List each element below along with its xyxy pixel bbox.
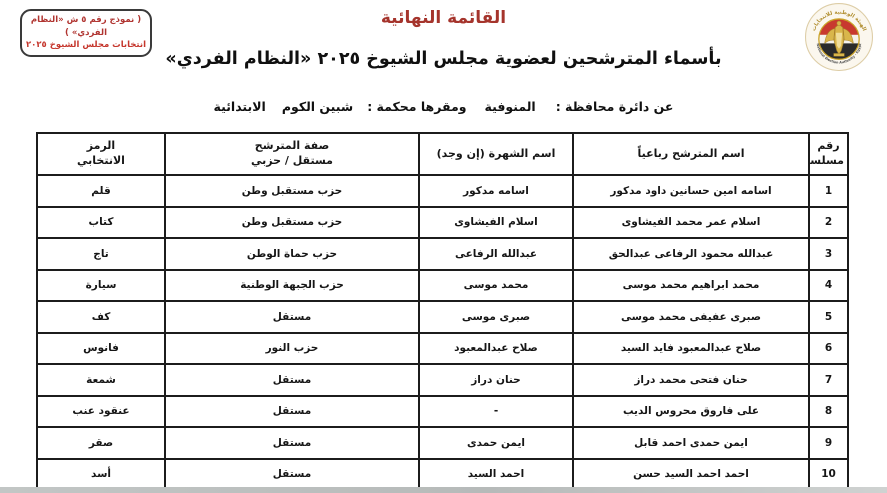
candidate-row: 7 حنان فتحى محمد دراز حنان دراز مستقل شم…	[36, 363, 849, 397]
cell-candidate-name: ايمن حمدى احمد قابل	[572, 426, 810, 460]
form-number-line: ( نموذج رقم ٥ ش «النظام الفردي» )	[30, 15, 142, 38]
cell-capacity: حزب حماة الوطن	[164, 237, 420, 271]
cell-candidate-name: اسامه امين حسانين داود مدكور	[572, 174, 810, 208]
court-type: الابتدائية	[213, 99, 266, 114]
cell-candidate-name: حنان فتحى محمد دراز	[572, 363, 810, 397]
district-line: عن دائرة محافظة : المنوفية ومقرها محكمة …	[0, 99, 887, 114]
cell-serial: 8	[808, 394, 849, 428]
cell-electoral-symbol: أسد	[36, 457, 166, 491]
candidate-row: 4 محمد ابراهيم محمد موسى محمد موسى حزب ا…	[36, 268, 849, 302]
cell-electoral-symbol: سيارة	[36, 268, 166, 302]
header-capacity: صفة المترشح مستقل / حزبي	[164, 132, 420, 176]
candidate-row: 9 ايمن حمدى احمد قابل ايمن حمدى مستقل صق…	[36, 426, 849, 460]
cell-serial: 5	[808, 300, 849, 334]
cell-alias: احمد السيد	[418, 457, 574, 491]
cell-electoral-symbol: فانوس	[36, 331, 166, 365]
cell-capacity: مستقل	[164, 300, 420, 334]
table-header-row: رقم مسلسل اسم المترشح رباعياً اسم الشهرة…	[36, 132, 849, 176]
court-label: ومقرها محكمة :	[367, 99, 467, 114]
candidate-row: 1 اسامه امين حسانين داود مدكور اسامه مدك…	[36, 174, 849, 208]
cell-alias: حنان دراز	[418, 363, 574, 397]
document-heading: بأسماء المترشحين لعضوية مجلس الشيوخ ٢٠٢٥…	[165, 49, 722, 69]
cell-capacity: مستقل	[164, 457, 420, 491]
cell-alias: صبرى موسى	[418, 300, 574, 334]
national-election-authority-emblem: الهيئة الوطنية للانتخابات National Elect…	[805, 3, 873, 71]
candidate-row: 6 صلاح عبدالمعبود فايد السيد صلاح عبدالم…	[36, 331, 849, 365]
cell-candidate-name: صبرى عفيفى محمد موسى	[572, 300, 810, 334]
candidates-table: رقم مسلسل اسم المترشح رباعياً اسم الشهرة…	[36, 132, 849, 491]
cell-alias: اسلام الفيشاوى	[418, 205, 574, 239]
election-name-line: انتخابات مجلس الشيوخ ٢٠٢٥	[25, 39, 146, 50]
cell-serial: 10	[808, 457, 849, 491]
cell-alias: محمد موسى	[418, 268, 574, 302]
cell-capacity: مستقل	[164, 394, 420, 428]
cell-electoral-symbol: كتاب	[36, 205, 166, 239]
governorate-label: عن دائرة محافظة :	[555, 99, 674, 114]
cell-electoral-symbol: شمعة	[36, 363, 166, 397]
eagle-of-saladin-icon	[824, 20, 854, 57]
cell-candidate-name: محمد ابراهيم محمد موسى	[572, 268, 810, 302]
governorate-value: المنوفية	[484, 99, 536, 114]
header-electoral-symbol: الرمز الانتخابي	[36, 132, 166, 176]
cell-electoral-symbol: كف	[36, 300, 166, 334]
candidates-tbody: 1 اسامه امين حسانين داود مدكور اسامه مدك…	[36, 174, 849, 491]
cell-electoral-symbol: عنقود عنب	[36, 394, 166, 428]
cell-electoral-symbol: تاج	[36, 237, 166, 271]
cell-candidate-name: احمد احمد السيد حسن	[572, 457, 810, 491]
candidate-row: 8 على فاروق محروس الديب - مستقل عنقود عن…	[36, 394, 849, 428]
cell-candidate-name: اسلام عمر محمد الفيشاوى	[572, 205, 810, 239]
candidate-row: 2 اسلام عمر محمد الفيشاوى اسلام الفيشاوى…	[36, 205, 849, 239]
cell-serial: 4	[808, 268, 849, 302]
cell-capacity: حزب مستقبل وطن	[164, 205, 420, 239]
cell-candidate-name: عبدالله محمود الرفاعى عبدالحق	[572, 237, 810, 271]
cell-candidate-name: على فاروق محروس الديب	[572, 394, 810, 428]
cell-electoral-symbol: صقر	[36, 426, 166, 460]
candidate-row: 10 احمد احمد السيد حسن احمد السيد مستقل …	[36, 457, 849, 491]
cell-capacity: حزب الجبهة الوطنية	[164, 268, 420, 302]
form-number-box: ( نموذج رقم ٥ ش «النظام الفردي» ) انتخاب…	[20, 9, 152, 58]
cell-serial: 3	[808, 237, 849, 271]
cell-alias: صلاح عبدالمعبود	[418, 331, 574, 365]
cell-alias: عبدالله الرفاعى	[418, 237, 574, 271]
court-value: شبين الكوم	[281, 99, 354, 114]
cell-electoral-symbol: قلم	[36, 174, 166, 208]
cell-serial: 1	[808, 174, 849, 208]
cell-capacity: حزب مستقبل وطن	[164, 174, 420, 208]
cell-serial: 9	[808, 426, 849, 460]
cell-alias: -	[418, 394, 574, 428]
header-candidate-name: اسم المترشح رباعياً	[572, 132, 810, 176]
cell-serial: 7	[808, 363, 849, 397]
cell-capacity: مستقل	[164, 426, 420, 460]
candidate-row: 3 عبدالله محمود الرفاعى عبدالحق عبدالله …	[36, 237, 849, 271]
header-serial: رقم مسلسل	[808, 132, 849, 176]
candidate-row: 5 صبرى عفيفى محمد موسى صبرى موسى مستقل ك…	[36, 300, 849, 334]
header-alias: اسم الشهرة (إن وجد)	[418, 132, 574, 176]
scan-edge	[0, 487, 887, 493]
cell-alias: اسامه مدكور	[418, 174, 574, 208]
cell-capacity: حزب النور	[164, 331, 420, 365]
cell-alias: ايمن حمدى	[418, 426, 574, 460]
page-title: القائمة النهائية	[380, 8, 507, 28]
emblem-icon: الهيئة الوطنية للانتخابات National Elect…	[805, 3, 873, 71]
cell-serial: 2	[808, 205, 849, 239]
cell-capacity: مستقل	[164, 363, 420, 397]
cell-serial: 6	[808, 331, 849, 365]
cell-candidate-name: صلاح عبدالمعبود فايد السيد	[572, 331, 810, 365]
